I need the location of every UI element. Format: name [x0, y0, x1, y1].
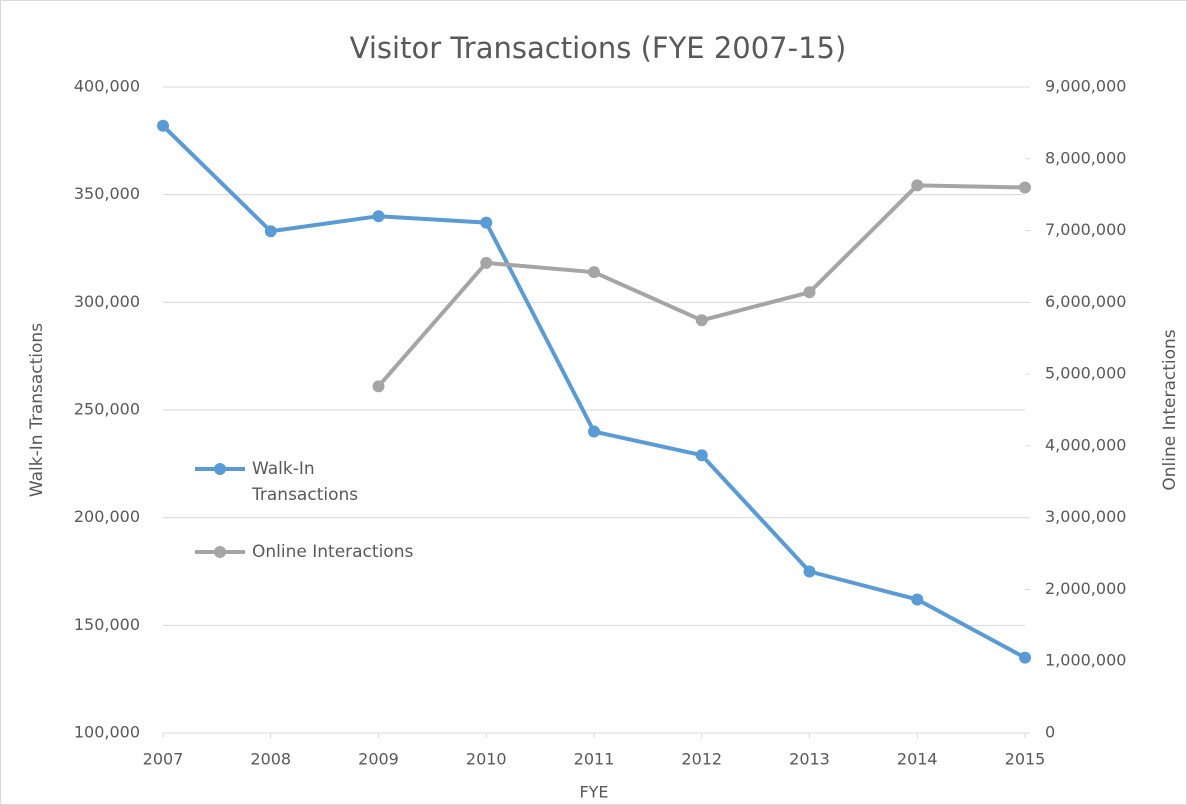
data-point [157, 119, 169, 132]
data-point [1019, 181, 1031, 194]
data-point [911, 179, 924, 192]
x-tick-label: 2009 [358, 750, 399, 769]
chart-title: Visitor Transactions (FYE 2007-15) [350, 31, 847, 65]
y-tick-label: 150,000 [74, 615, 140, 634]
x-axis-label: FYE [579, 783, 608, 802]
data-point [480, 216, 493, 229]
y-axis-label: Walk-In Transactions [27, 323, 47, 497]
x-tick-label: 2015 [1005, 750, 1046, 769]
legend-label: Walk-In Transactions [252, 459, 359, 505]
y2-tick-label: 9,000,000 [1045, 77, 1126, 96]
x-tick-label: 2014 [897, 750, 938, 769]
y-tick-label: 100,000 [74, 723, 140, 742]
data-point [588, 425, 600, 438]
y2-tick-label: 7,000,000 [1045, 220, 1126, 239]
series-line [376, 183, 1026, 388]
data-point [372, 380, 385, 393]
y-tick-label: 200,000 [74, 507, 140, 526]
x-tick-label: 2007 [143, 750, 184, 769]
y2-tick-label: 3,000,000 [1045, 507, 1126, 526]
y2-tick-label: 6,000,000 [1045, 292, 1126, 311]
y-tick-label: 300,000 [74, 292, 140, 311]
data-point [588, 266, 600, 279]
data-point [803, 565, 816, 578]
data-point [695, 314, 708, 327]
y2-tick-label: 1,000,000 [1045, 651, 1126, 670]
data-point [695, 449, 708, 462]
y-tick-label: 350,000 [74, 184, 140, 203]
y2-tick-label: 8,000,000 [1045, 148, 1126, 167]
x-tick-label: 2012 [681, 750, 722, 769]
y2-tick-label: 5,000,000 [1045, 364, 1126, 383]
x-tick-label: 2013 [789, 750, 830, 769]
data-point [264, 225, 277, 238]
y2-tick-label: 4,000,000 [1045, 435, 1126, 454]
data-point [480, 256, 493, 269]
y2-tick-label: 2,000,000 [1045, 579, 1126, 598]
legend-label: Online Interactions [252, 542, 414, 562]
x-tick-label: 2011 [574, 750, 615, 769]
y-tick-label: 250,000 [74, 400, 140, 419]
legend-marker [214, 463, 226, 475]
y2-axis-label: Online Interactions [1160, 329, 1180, 490]
legend-marker [214, 546, 226, 558]
data-point [803, 286, 816, 299]
x-tick-label: 2008 [250, 750, 291, 769]
data-point [372, 210, 385, 223]
y2-tick-label: 0 [1045, 723, 1055, 742]
y-tick-label: 400,000 [74, 77, 140, 96]
x-tick-label: 2010 [466, 750, 507, 769]
data-point [1019, 651, 1031, 664]
data-point [911, 593, 924, 606]
